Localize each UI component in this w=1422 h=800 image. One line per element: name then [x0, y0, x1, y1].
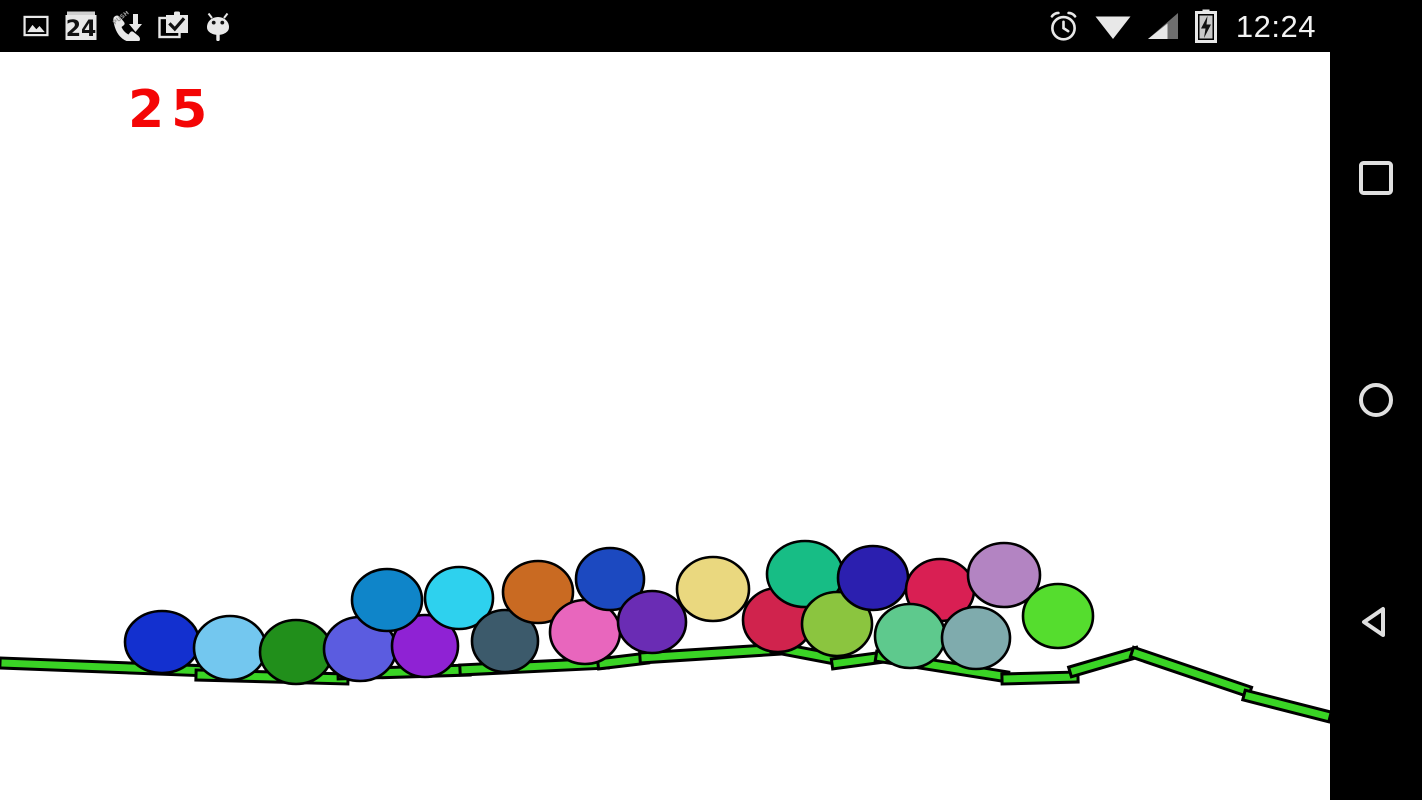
terrain-segment — [1240, 688, 1330, 724]
game-ball[interactable] — [501, 559, 575, 625]
game-ball[interactable] — [574, 546, 646, 612]
game-ball[interactable] — [192, 614, 268, 682]
home-button[interactable] — [1330, 354, 1422, 446]
svg-text:24: 24 — [66, 17, 97, 42]
game-ball[interactable] — [616, 589, 688, 655]
game-ball[interactable] — [470, 608, 540, 674]
game-ball[interactable] — [675, 555, 751, 623]
game-play-area[interactable]: 25 — [0, 52, 1330, 800]
push-download-icon: PUSH — [112, 11, 142, 41]
navigation-bar — [1330, 0, 1422, 800]
game-ball[interactable] — [873, 602, 947, 670]
alarm-clock-icon — [1050, 11, 1077, 41]
game-scene — [0, 539, 1330, 724]
terrain-segment — [1066, 645, 1142, 679]
game-ball[interactable] — [350, 567, 424, 633]
game-ball[interactable] — [390, 613, 460, 679]
ball-cluster — [123, 539, 1095, 686]
clipboard-check-icon — [158, 11, 188, 39]
back-triangle-icon — [1362, 607, 1385, 637]
calendar-24-icon: 24 — [65, 11, 97, 42]
game-ball[interactable] — [258, 618, 334, 686]
game-ball[interactable] — [1021, 582, 1095, 650]
square-icon — [1359, 161, 1393, 195]
android-robot-icon — [207, 12, 229, 41]
status-bar: 24 PUSH — [0, 0, 1330, 52]
cellular-signal-icon — [1147, 13, 1178, 39]
recents-button[interactable] — [1330, 132, 1422, 224]
game-ball[interactable] — [800, 590, 874, 658]
game-ball[interactable] — [966, 541, 1042, 609]
battery-charging-icon — [1194, 9, 1217, 43]
game-ball[interactable] — [423, 565, 495, 631]
score-display: 25 — [128, 80, 215, 140]
status-bar-notification-icons: 24 PUSH — [0, 10, 232, 42]
wifi-icon — [1095, 16, 1131, 39]
terrain-segment — [1000, 670, 1080, 686]
circle-icon — [1359, 383, 1393, 417]
photo-icon — [23, 15, 49, 37]
back-button[interactable] — [1330, 576, 1422, 668]
status-bar-system-icons: 12:24 — [1047, 9, 1330, 43]
game-ball[interactable] — [836, 544, 910, 612]
terrain-segment — [1128, 645, 1254, 699]
game-ball[interactable] — [123, 609, 201, 675]
status-bar-clock: 12:24 — [1235, 8, 1316, 44]
game-ball[interactable] — [940, 605, 1012, 671]
